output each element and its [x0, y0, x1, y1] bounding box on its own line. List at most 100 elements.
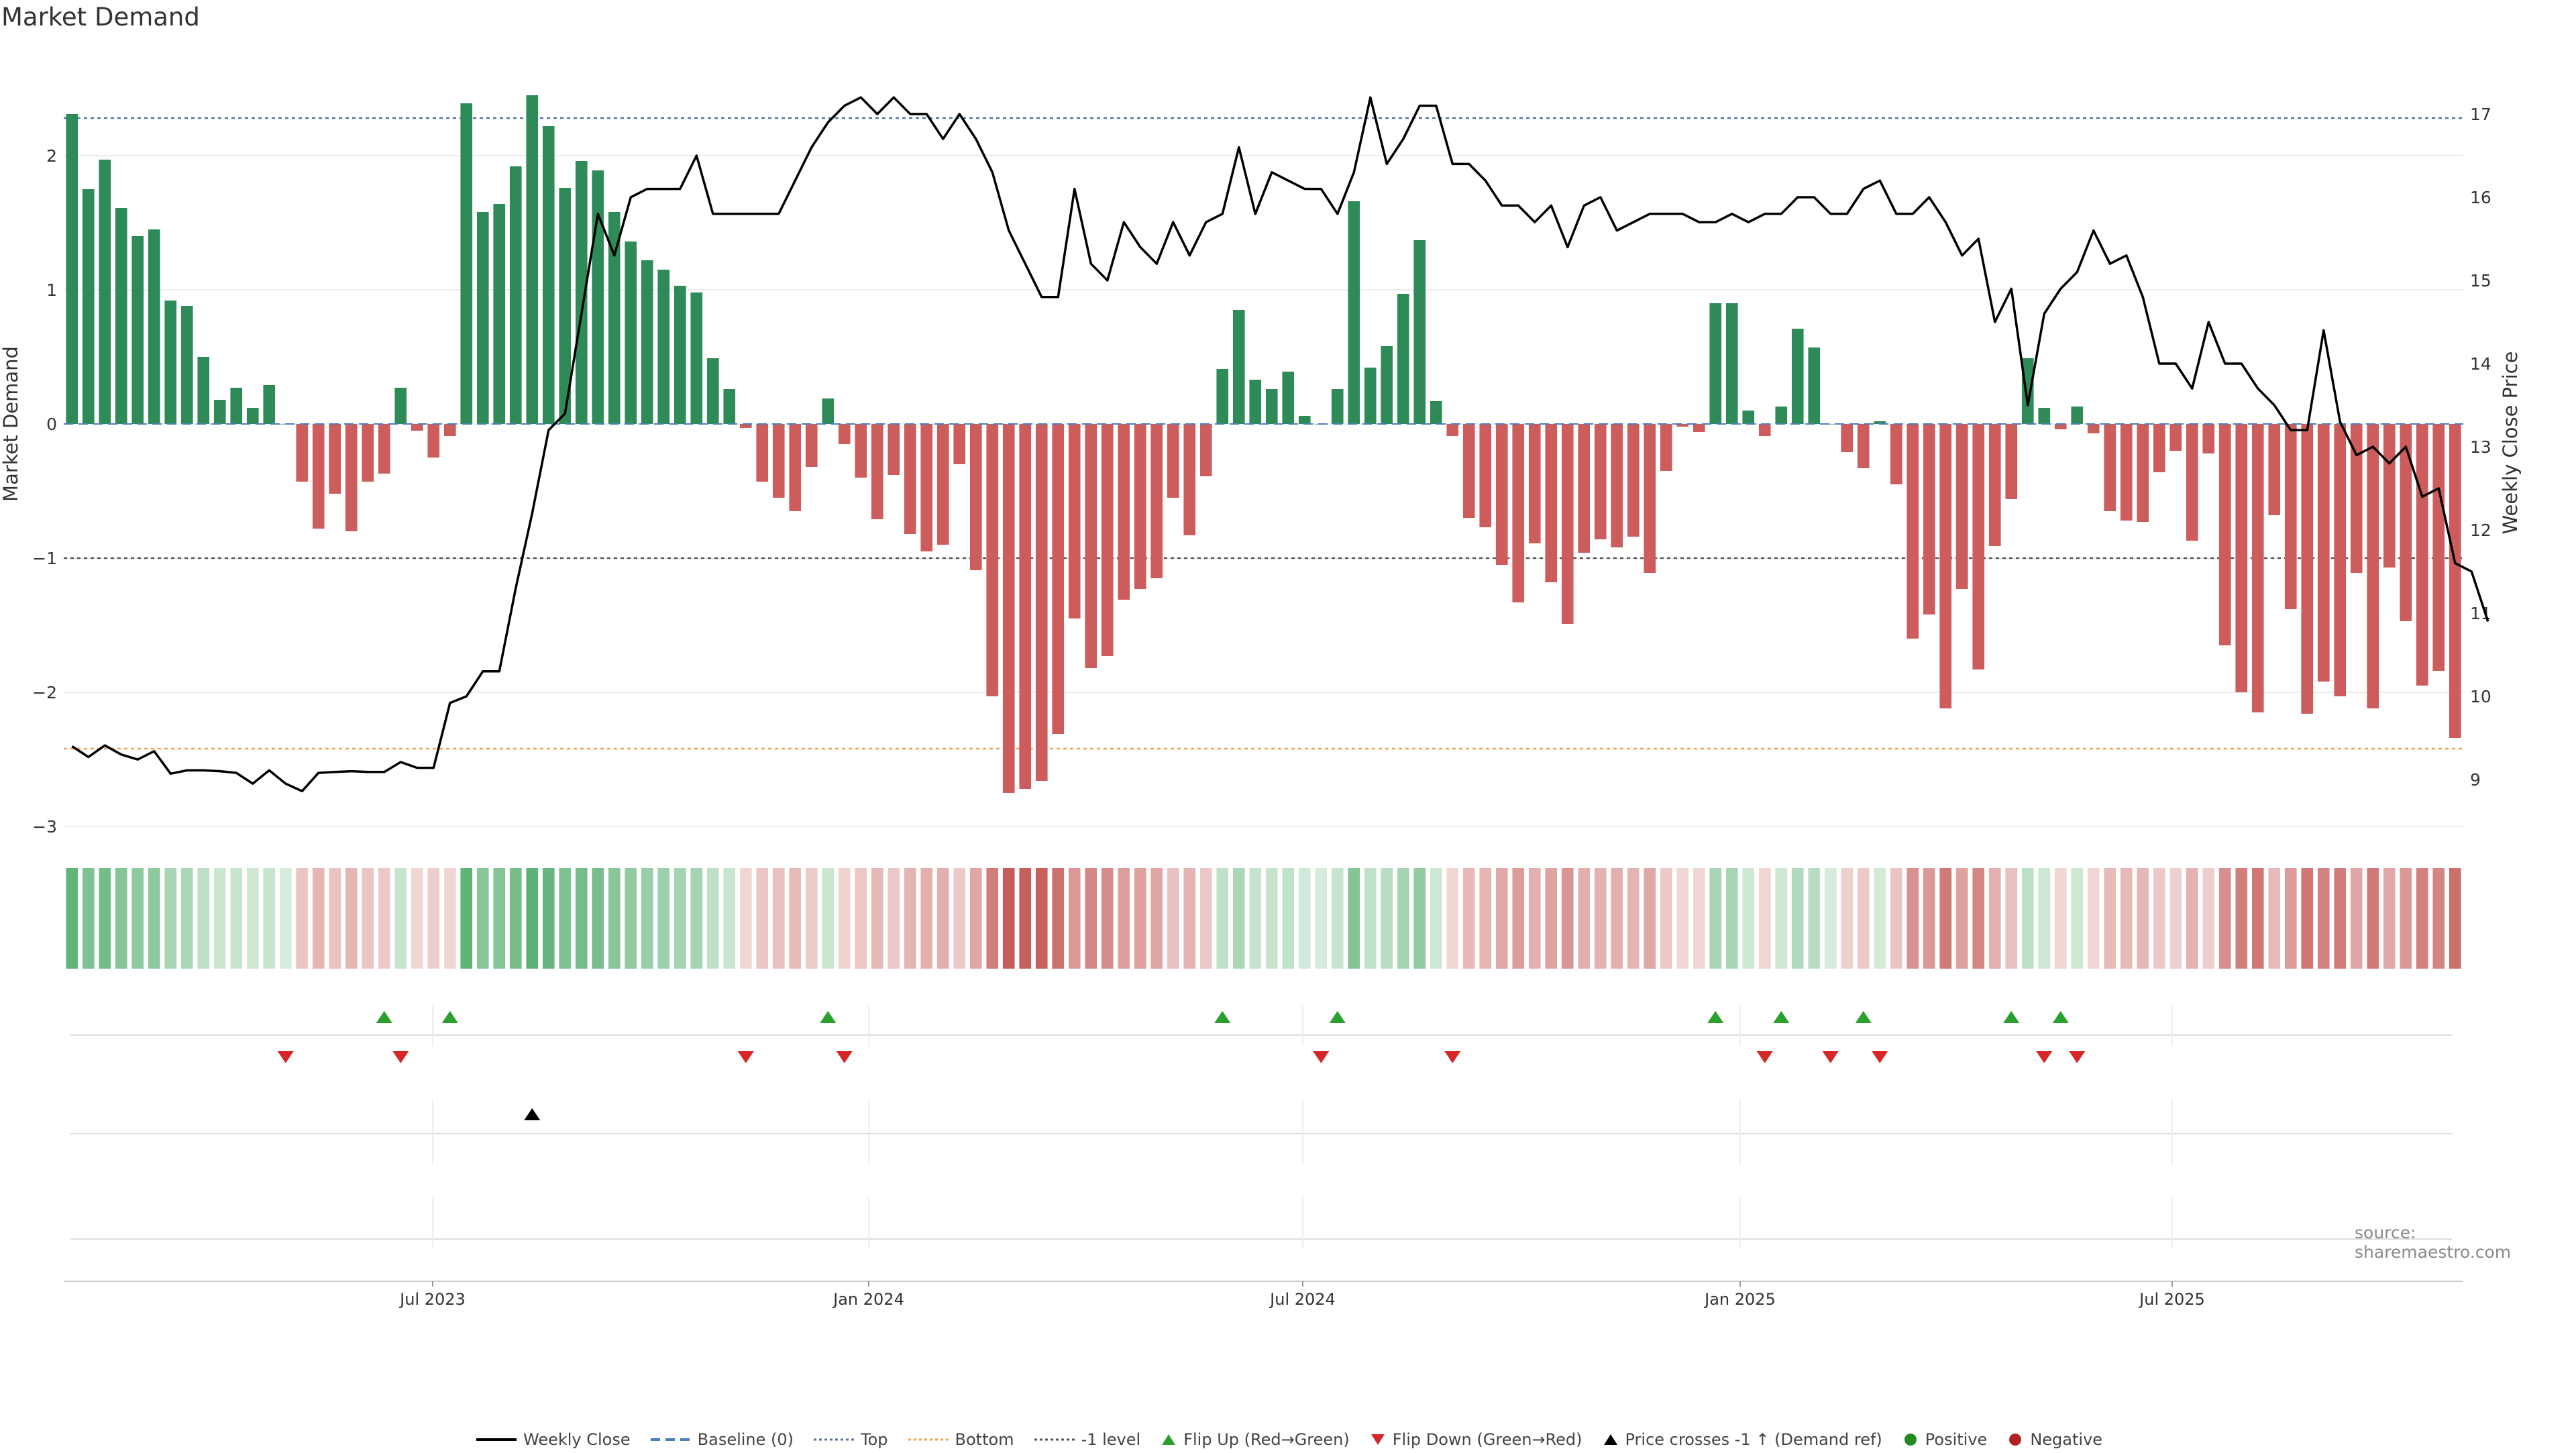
demand-bar — [1101, 424, 1114, 656]
demand-bar — [362, 424, 374, 482]
demand-heat-cell — [1890, 868, 1902, 969]
demand-bar — [2400, 424, 2412, 621]
chart-legend: Weekly Close Baseline (0) Top Bottom -1 leve… — [476, 1426, 2123, 1453]
demand-heat-cell — [1413, 868, 1426, 969]
demand-bar — [1923, 424, 1935, 614]
demand-heat-cell — [1249, 868, 1262, 969]
flip-down-marker — [1872, 1051, 1888, 1063]
demand-bar — [1627, 424, 1640, 537]
demand-heat-cell — [936, 868, 949, 969]
demand-bar — [246, 408, 259, 424]
demand-heat-cell — [2235, 868, 2248, 969]
demand-heat-cell — [1216, 868, 1229, 969]
demand-heat-cell — [723, 868, 736, 969]
demand-bar — [345, 424, 358, 531]
demand-heat-cell — [756, 868, 769, 969]
demand-bar — [838, 424, 851, 444]
demand-bar — [559, 188, 572, 424]
demand-bar — [888, 424, 900, 475]
flip-up-marker — [1214, 1011, 1231, 1023]
flip-up-marker — [820, 1011, 837, 1023]
demand-bar — [2186, 424, 2198, 541]
demand-bar — [674, 286, 686, 424]
demand-heat-cell — [1315, 868, 1328, 969]
demand-heat-cell — [888, 868, 900, 969]
demand-bar — [1199, 424, 1212, 476]
demand-bar — [1068, 424, 1081, 618]
demand-heat-cell — [1232, 868, 1245, 969]
demand-bar — [706, 358, 719, 424]
demand-heat-cell — [279, 868, 292, 969]
demand-heat-cell — [394, 868, 407, 969]
x-tick-label: Jan 2024 — [832, 1290, 904, 1309]
demand-bar — [2120, 424, 2133, 521]
legend-label: Negative — [2030, 1430, 2103, 1449]
demand-bar — [805, 424, 818, 467]
demand-bar — [1298, 416, 1311, 424]
legend-label: Flip Up (Red→Green) — [1183, 1430, 1350, 1449]
y-axis-title: Market Demand — [0, 346, 22, 502]
legend-label: Flip Down (Green→Red) — [1392, 1430, 1582, 1449]
demand-bar — [1528, 424, 1541, 543]
legend-item: Weekly Close — [476, 1430, 631, 1449]
demand-heat-cell — [657, 868, 670, 969]
demand-heat-cell — [805, 868, 818, 969]
demand-heat-cell — [2301, 868, 2314, 969]
demand-heat-cell — [739, 868, 752, 969]
demand-bar — [394, 388, 407, 424]
demand-heat-cell — [2268, 868, 2281, 969]
demand-bar — [1002, 424, 1015, 793]
demand-bar — [625, 241, 637, 424]
demand-bar — [690, 292, 703, 424]
demand-bar — [969, 424, 982, 570]
demand-bar — [592, 170, 604, 424]
demand-bar — [1890, 424, 1902, 484]
demand-heat-cell — [1495, 868, 1508, 969]
demand-bar — [1052, 424, 1065, 734]
demand-bar — [1939, 424, 1952, 708]
demand-bar — [723, 389, 736, 424]
flip-up-marker — [2003, 1011, 2020, 1023]
demand-heat-cell — [1676, 868, 1689, 969]
demand-heat-cell — [969, 868, 982, 969]
demand-heat-cell — [213, 868, 226, 969]
demand-bar — [411, 424, 423, 431]
demand-heat-cell — [1512, 868, 1525, 969]
demand-bar — [115, 208, 127, 424]
demand-bar — [2301, 424, 2314, 714]
demand-heat-cell — [542, 868, 555, 969]
demand-bar — [2038, 408, 2051, 424]
demand-heat-cell — [197, 868, 210, 969]
legend-item: Top — [814, 1430, 888, 1449]
demand-bar — [329, 424, 341, 494]
demand-heat-cell — [1150, 868, 1163, 969]
demand-heat-cell — [148, 868, 160, 969]
legend-swatch — [1034, 1438, 1075, 1441]
demand-bar — [1578, 424, 1591, 553]
demand-heat-cell — [1002, 868, 1015, 969]
flip-down-marker — [836, 1051, 853, 1063]
demand-heat-cell — [2137, 868, 2149, 969]
demand-heat-cell — [2317, 868, 2330, 969]
demand-bar — [1874, 421, 1886, 424]
demand-heat-cell — [1101, 868, 1114, 969]
demand-heat-cell — [296, 868, 309, 969]
demand-bar — [1430, 401, 1442, 424]
legend-label: Baseline (0) — [697, 1430, 794, 1449]
demand-bar — [378, 424, 390, 474]
demand-heat-cell — [1742, 868, 1755, 969]
demand-heat-cell — [329, 868, 341, 969]
demand-heat-cell — [2383, 868, 2396, 969]
flip-up-marker — [1329, 1011, 1346, 1023]
demand-bar — [1118, 424, 1130, 600]
price-cross-marker — [524, 1108, 541, 1120]
demand-heat-cell — [1824, 868, 1837, 969]
demand-heat-cell — [493, 868, 506, 969]
demand-heat-cell — [2218, 868, 2231, 969]
demand-bar — [427, 424, 440, 458]
demand-heat-cell — [1035, 868, 1048, 969]
demand-heat-cell — [2038, 868, 2051, 969]
demand-bar — [1495, 424, 1508, 565]
legend-label: Price crosses -1 ↑ (Demand ref) — [1625, 1430, 1882, 1449]
demand-heat-cell — [608, 868, 621, 969]
